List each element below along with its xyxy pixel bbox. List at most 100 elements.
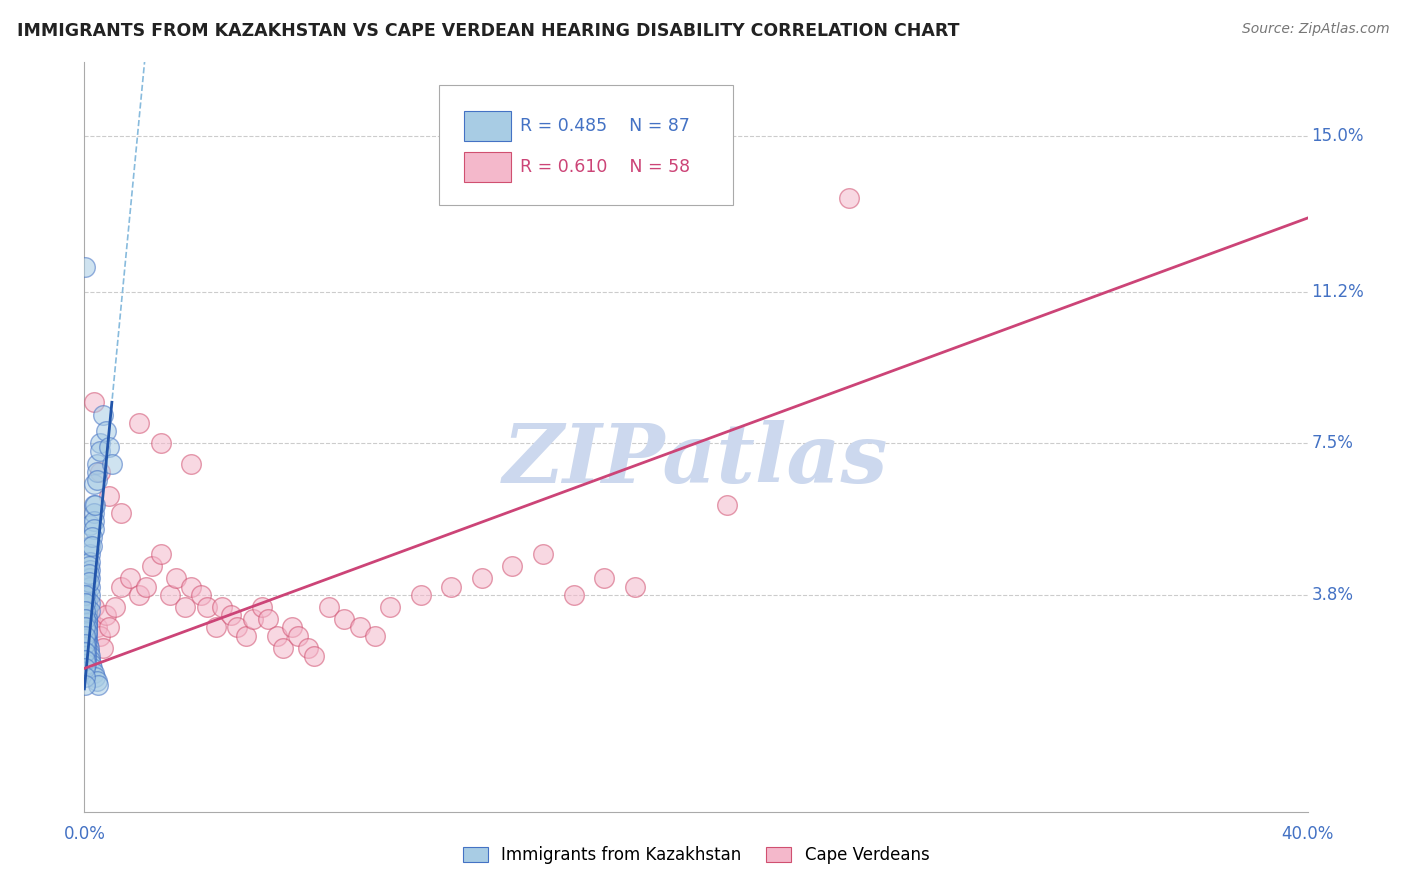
Point xyxy=(83,506,105,520)
Point xyxy=(94,424,117,438)
Point xyxy=(76,608,98,623)
Point xyxy=(87,678,110,692)
Point xyxy=(242,612,264,626)
Point xyxy=(135,580,157,594)
Point xyxy=(471,571,494,585)
Point xyxy=(75,620,97,634)
Point xyxy=(89,465,111,479)
Point xyxy=(110,580,132,594)
Point xyxy=(80,657,103,672)
Point xyxy=(364,629,387,643)
Point xyxy=(75,616,97,631)
Text: Source: ZipAtlas.com: Source: ZipAtlas.com xyxy=(1241,22,1389,37)
Point xyxy=(302,649,325,664)
Point xyxy=(180,457,202,471)
Point xyxy=(195,599,218,614)
Point xyxy=(89,629,111,643)
FancyBboxPatch shape xyxy=(464,112,512,141)
Point xyxy=(205,620,228,634)
Point xyxy=(409,588,432,602)
Point xyxy=(73,678,96,692)
Point xyxy=(211,599,233,614)
Point xyxy=(235,629,257,643)
Point xyxy=(226,620,249,634)
Point xyxy=(89,444,111,458)
Point xyxy=(84,670,107,684)
Point xyxy=(79,580,101,594)
Point xyxy=(79,649,101,664)
Point xyxy=(73,599,96,614)
Point xyxy=(502,559,524,574)
Point xyxy=(97,490,120,504)
Point xyxy=(73,653,96,667)
Point xyxy=(281,620,304,634)
FancyBboxPatch shape xyxy=(439,85,733,205)
Point xyxy=(91,408,114,422)
Point xyxy=(76,612,98,626)
Point xyxy=(75,640,97,655)
Point xyxy=(624,580,647,594)
Point xyxy=(83,477,105,491)
Point xyxy=(73,661,96,675)
Point xyxy=(159,588,181,602)
Text: 3.8%: 3.8% xyxy=(1312,586,1353,604)
Point xyxy=(83,522,105,536)
Point xyxy=(83,498,105,512)
Point xyxy=(97,440,120,454)
Point xyxy=(77,645,100,659)
Point xyxy=(73,620,96,634)
Point xyxy=(76,624,98,639)
Point xyxy=(86,473,108,487)
Point xyxy=(73,588,96,602)
Point xyxy=(86,620,108,634)
Point xyxy=(86,465,108,479)
Point xyxy=(349,620,371,634)
Point xyxy=(838,190,860,204)
Point xyxy=(89,436,111,450)
Point xyxy=(593,571,616,585)
Point xyxy=(76,591,98,606)
Point xyxy=(333,612,356,626)
Point xyxy=(180,580,202,594)
Point xyxy=(75,632,97,647)
Point xyxy=(83,395,105,409)
Point xyxy=(79,555,101,569)
Point xyxy=(79,563,101,577)
Point xyxy=(75,608,97,623)
Point xyxy=(128,416,150,430)
Point xyxy=(75,624,97,639)
Point xyxy=(94,608,117,623)
Point xyxy=(79,653,101,667)
Point xyxy=(76,612,98,626)
Point xyxy=(76,604,98,618)
Point xyxy=(83,514,105,528)
Point xyxy=(716,498,738,512)
Point xyxy=(76,620,98,634)
Point xyxy=(297,640,319,655)
Text: R = 0.485    N = 87: R = 0.485 N = 87 xyxy=(520,117,690,135)
Point xyxy=(75,649,97,664)
Point xyxy=(271,640,294,655)
Point xyxy=(75,604,97,618)
Point xyxy=(250,599,273,614)
Point xyxy=(76,571,98,585)
Point xyxy=(380,599,402,614)
Point xyxy=(76,620,98,634)
Point xyxy=(75,653,97,667)
Text: 11.2%: 11.2% xyxy=(1312,283,1364,301)
Point xyxy=(77,575,100,590)
Point xyxy=(219,608,242,623)
Text: 15.0%: 15.0% xyxy=(1312,128,1364,145)
Point xyxy=(190,588,212,602)
Point xyxy=(77,640,100,655)
Point xyxy=(91,640,114,655)
Point xyxy=(77,559,100,574)
Point xyxy=(76,616,98,631)
Text: 7.5%: 7.5% xyxy=(1312,434,1353,452)
Point xyxy=(80,539,103,553)
Point xyxy=(110,506,132,520)
Point xyxy=(79,596,101,610)
Point xyxy=(174,599,197,614)
Point xyxy=(80,530,103,544)
Point xyxy=(149,436,172,450)
